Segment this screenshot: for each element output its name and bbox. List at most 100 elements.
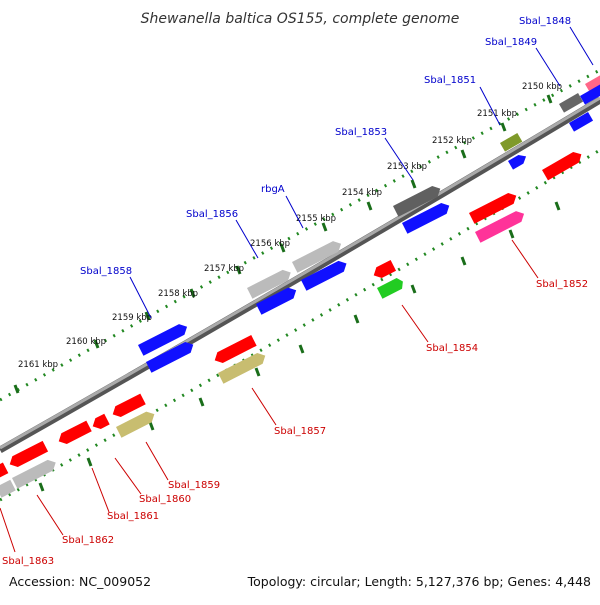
tick: [198, 397, 205, 407]
gene-arrow-sbal-1856[interactable]: [247, 267, 293, 299]
accession-text: Accession: NC_009052: [9, 574, 151, 589]
leader-line: [285, 195, 304, 229]
gene-arrow-sbal-1851[interactable]: [500, 133, 523, 152]
gene-label-sbal-1854[interactable]: Sbal_1854: [426, 343, 478, 354]
gene-arrow-red-1852[interactable]: [469, 190, 519, 224]
gene-arrow-sbal-1858[interactable]: [138, 321, 190, 356]
gene-arrow-red-1857[interactable]: [212, 335, 257, 366]
gene-arrow-red-1859[interactable]: [110, 393, 146, 420]
gene-arrow-blue-1858b[interactable]: [146, 339, 196, 373]
tick: [508, 229, 515, 239]
gene-arrow-sbal-1859[interactable]: [116, 409, 157, 438]
gene-arrow-blue[interactable]: [569, 112, 594, 132]
gene-arrow-blue-1856[interactable]: [256, 285, 299, 315]
gene-arrow-blue-1853b[interactable]: [402, 200, 452, 234]
gene-label-sbal-1853[interactable]: Sbal_1853: [335, 127, 387, 138]
gene-labels-bottom: Sbal_1852 Sbal_1854 Sbal_1857 Sbal_1859 …: [2, 279, 588, 567]
gene-label-sbal-1860[interactable]: Sbal_1860: [139, 494, 191, 505]
kbp-labels: 2150 kbp 2151 kbp 2152 kbp 2153 kbp 2154…: [18, 82, 562, 370]
ruler-ring-outer: [0, 68, 600, 402]
kbp-label: 2153 kbp: [387, 162, 427, 172]
backbone-shadow: [0, 96, 600, 454]
ruler-ticks-inner: [38, 201, 561, 492]
tick: [93, 339, 100, 349]
kbp-label: 2159 kbp: [112, 313, 152, 323]
ruler-ticks-outer: [13, 94, 553, 394]
summary-text: Topology: circular; Length: 5,127,376 bp…: [247, 574, 591, 589]
gene-arrow-blue-small[interactable]: [508, 152, 529, 170]
leader-line: [129, 276, 152, 319]
tick: [546, 94, 553, 104]
gene-arrow-partial[interactable]: [585, 73, 600, 92]
gene-label-sbal-1852[interactable]: Sbal_1852: [536, 279, 588, 290]
gene-arrow-sbal-1857[interactable]: [218, 350, 268, 384]
map-title: Shewanella baltica OS155, complete genom…: [141, 11, 460, 27]
gene-arrow-sbal-1853[interactable]: [393, 183, 443, 217]
leader-line: [36, 494, 64, 536]
leader-line: [569, 26, 594, 66]
gene-label-sbal-1848[interactable]: Sbal_1848: [519, 16, 571, 27]
kbp-label: 2156 kbp: [250, 239, 290, 249]
genes-outer-track: [138, 73, 600, 373]
gene-arrow-red-1854[interactable]: [371, 260, 397, 281]
gene-label-sbal-1861[interactable]: Sbal_1861: [107, 511, 159, 522]
gene-arrow-red-edge[interactable]: [0, 462, 9, 478]
tick: [353, 314, 360, 324]
tick: [86, 457, 93, 467]
leader-line: [145, 441, 169, 481]
tick: [298, 344, 305, 354]
gene-label-rbga[interactable]: rbgA: [261, 184, 285, 195]
gene-label-sbal-1851[interactable]: Sbal_1851: [424, 75, 476, 86]
leaders-top: [129, 26, 594, 319]
gene-label-sbal-1857[interactable]: Sbal_1857: [274, 426, 326, 437]
leader-line: [91, 467, 110, 513]
gene-arrow-sbal-1849[interactable]: [559, 93, 584, 113]
leaders-bottom: [0, 239, 539, 553]
tick: [410, 284, 417, 294]
tick: [410, 179, 417, 189]
gene-label-sbal-1849[interactable]: Sbal_1849: [485, 37, 537, 48]
gene-label-sbal-1859[interactable]: Sbal_1859: [168, 480, 220, 491]
gene-arrow-rbga[interactable]: [292, 238, 344, 273]
tick: [148, 421, 155, 431]
gene-label-sbal-1862[interactable]: Sbal_1862: [62, 535, 114, 546]
gene-arrow-gray-edge[interactable]: [0, 479, 16, 498]
tick: [144, 311, 151, 321]
tick: [554, 201, 561, 211]
gene-arrow-sbal-1852[interactable]: [475, 208, 527, 243]
tick: [366, 201, 373, 211]
gene-label-sbal-1856[interactable]: Sbal_1856: [186, 209, 238, 220]
gene-arrow-blue-rbga[interactable]: [301, 258, 349, 291]
backbone-highlight: [0, 96, 600, 450]
kbp-label: 2151 kbp: [477, 109, 517, 119]
tick: [235, 265, 242, 275]
leader-line: [401, 304, 429, 343]
tick: [189, 288, 196, 298]
leader-line: [251, 387, 277, 426]
gene-arrow-sbal-1860[interactable]: [90, 413, 110, 432]
gene-label-sbal-1863[interactable]: Sbal_1863: [2, 556, 54, 567]
kbp-label: 2160 kbp: [66, 337, 106, 347]
gene-labels-top: Sbal_1848 Sbal_1849 Sbal_1851 Sbal_1853 …: [80, 16, 571, 277]
gene-arrow-sbal-1861[interactable]: [56, 420, 92, 447]
gene-arrow-sbal-1848[interactable]: [580, 83, 600, 105]
tick: [13, 384, 20, 394]
tick: [254, 367, 261, 377]
gene-arrow-sbal-1863[interactable]: [12, 457, 58, 489]
genome-backbone: [0, 96, 600, 454]
leader-line: [384, 137, 414, 181]
leader-line: [535, 47, 561, 87]
kbp-label: 2161 kbp: [18, 360, 58, 370]
leader-line: [114, 457, 142, 495]
tick: [279, 243, 286, 253]
gene-arrow-sbal-1854[interactable]: [377, 276, 406, 299]
tick: [321, 222, 328, 232]
gene-arrow-sbal-1862[interactable]: [7, 440, 49, 470]
tick: [500, 122, 507, 132]
gene-arrow-red-right[interactable]: [542, 149, 584, 181]
gene-label-sbal-1858[interactable]: Sbal_1858: [80, 266, 132, 277]
leader-line: [235, 219, 259, 259]
kbp-label: 2154 kbp: [342, 188, 382, 198]
kbp-label: 2158 kbp: [158, 289, 198, 299]
